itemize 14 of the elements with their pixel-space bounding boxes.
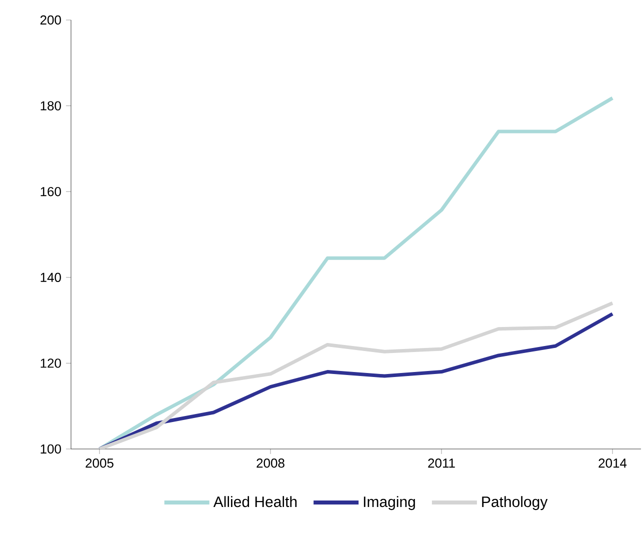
x-tick-label: 2011 bbox=[428, 458, 455, 468]
x-tick-label: 2005 bbox=[86, 458, 114, 468]
line-series bbox=[98, 96, 614, 449]
x-tick-label: 2014 bbox=[598, 458, 627, 468]
x-tick-label: 2008 bbox=[256, 458, 284, 468]
y-tick-label: 120 bbox=[40, 358, 61, 368]
y-tick-label: 100 bbox=[40, 444, 61, 454]
y-tick-label: 140 bbox=[40, 272, 61, 282]
legend-label: Imaging bbox=[364, 496, 415, 510]
y-tick-label: 160 bbox=[40, 186, 61, 196]
y-tick-label: 180 bbox=[40, 101, 61, 110]
y-tick-label: 200 bbox=[40, 15, 61, 25]
legend-label: Allied Health bbox=[213, 496, 297, 508]
legend-label: Pathology bbox=[482, 496, 548, 510]
